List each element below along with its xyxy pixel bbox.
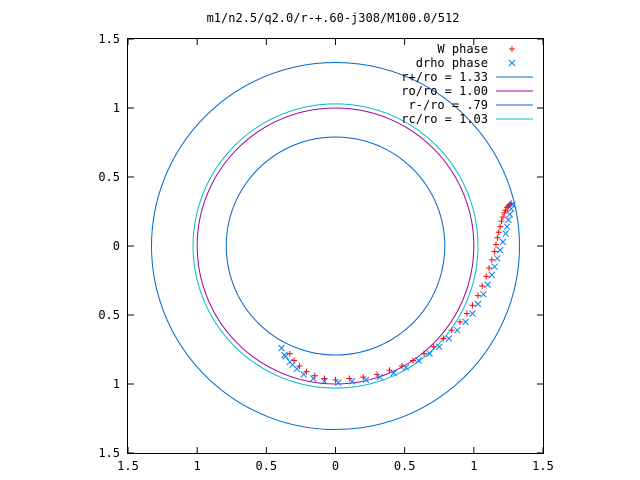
drho-phase-point xyxy=(491,263,498,271)
drho-phase-point xyxy=(509,201,516,208)
w-phase-point xyxy=(440,335,447,342)
w-phase-point xyxy=(499,214,506,221)
x-tick-label: 0 xyxy=(332,459,339,473)
w-phase-point xyxy=(479,283,486,290)
legend-label-1: drho phase xyxy=(416,56,488,70)
chart-title: m1/n2.5/q2.0/r-+.60-j308/M100.0/512 xyxy=(207,11,460,25)
circle-series-5 xyxy=(192,103,479,389)
w-phase-point xyxy=(498,218,505,225)
plot-frame xyxy=(127,38,544,454)
drho-phase-point xyxy=(474,300,482,308)
circle-series-3 xyxy=(196,107,475,385)
w-phase-point xyxy=(504,204,511,211)
w-phase-point xyxy=(491,248,498,255)
y-tick-label: 0 xyxy=(113,239,120,253)
w-phase-point xyxy=(469,302,476,309)
circle-series-4 xyxy=(225,136,446,356)
drho-phase-point xyxy=(505,216,512,224)
drho-phase-point xyxy=(499,238,507,246)
w-phase-point xyxy=(474,292,481,299)
w-phase-point xyxy=(495,229,502,236)
y-tick-label: 1 xyxy=(113,377,120,391)
x-tick-label: 1 xyxy=(194,459,201,473)
x-tick-label: 0.5 xyxy=(394,459,416,473)
drho-phase-point xyxy=(415,357,422,364)
w-phase-point xyxy=(457,318,463,325)
legend-label-4: r-/ro = .79 xyxy=(409,98,488,112)
drho-phase-point xyxy=(502,230,510,237)
y-tick-label: 0.5 xyxy=(98,170,120,184)
w-phase-point xyxy=(430,343,437,350)
w-phase-point xyxy=(409,357,416,364)
w-phase-point xyxy=(488,256,495,263)
drho-phase-point xyxy=(334,379,342,386)
drho-phase-point xyxy=(390,369,397,377)
w-phase-point xyxy=(286,350,293,357)
w-phase-point xyxy=(502,207,509,214)
drho-phase-point xyxy=(445,335,453,342)
x-tick-label: 1.5 xyxy=(532,459,554,473)
drho-phase-point xyxy=(362,376,370,384)
w-phase-point xyxy=(494,234,501,241)
drho-phase-point xyxy=(496,246,504,254)
w-phase-point xyxy=(497,223,504,230)
w-phase-point xyxy=(398,363,405,370)
w-phase-point xyxy=(492,241,499,248)
legend-swatch-1 xyxy=(508,59,516,67)
drho-phase-point xyxy=(289,361,296,369)
drho-phase-point xyxy=(480,290,487,298)
w-phase-point xyxy=(448,327,455,334)
drho-phase-point xyxy=(493,255,501,262)
drho-phase-point xyxy=(506,210,514,218)
w-phase-point xyxy=(321,375,328,382)
drho-phase-point xyxy=(503,223,511,231)
drho-phase-point xyxy=(469,310,476,317)
drho-phase-point xyxy=(462,318,469,326)
legend-label-2: r+/ro = 1.33 xyxy=(401,70,488,84)
drho-phase-point xyxy=(426,350,433,357)
y-tick-label: 0.5 xyxy=(98,308,120,322)
x-tick-label: 1 xyxy=(470,459,477,473)
drho-phase-point xyxy=(484,281,492,288)
drho-phase-point xyxy=(321,377,328,385)
y-tick-label: 1 xyxy=(113,101,120,115)
legend-label-0: W phase xyxy=(437,42,488,56)
x-tick-label: 1.5 xyxy=(117,459,139,473)
drho-phase-point xyxy=(282,353,290,360)
drho-phase-point xyxy=(310,375,317,382)
w-phase-point xyxy=(483,273,490,280)
circle-series-2 xyxy=(151,61,520,431)
w-phase-point xyxy=(291,357,297,364)
y-tick-label: 1.5 xyxy=(98,32,120,46)
w-phase-point xyxy=(421,350,428,357)
drho-phase-point xyxy=(402,364,410,371)
x-tick-label: 0.5 xyxy=(255,459,277,473)
legend-label-3: ro/ro = 1.00 xyxy=(401,84,488,98)
w-phase-point xyxy=(501,209,508,216)
drho-phase-point xyxy=(488,271,496,279)
drho-phase-point xyxy=(435,343,443,351)
drho-phase-point xyxy=(376,373,384,381)
drho-phase-point xyxy=(348,377,356,385)
w-phase-point xyxy=(486,265,493,272)
w-phase-point xyxy=(463,310,470,317)
legend-swatch-0 xyxy=(509,46,515,52)
legend-label-5: rc/ro = 1.03 xyxy=(401,112,488,126)
drho-phase-point xyxy=(453,326,461,334)
w-phase-point xyxy=(506,201,513,208)
drho-phase-point xyxy=(507,205,515,213)
drho-phase-point xyxy=(278,344,285,352)
drho-phase-point xyxy=(300,370,308,378)
y-tick-label: 1.5 xyxy=(98,446,120,460)
